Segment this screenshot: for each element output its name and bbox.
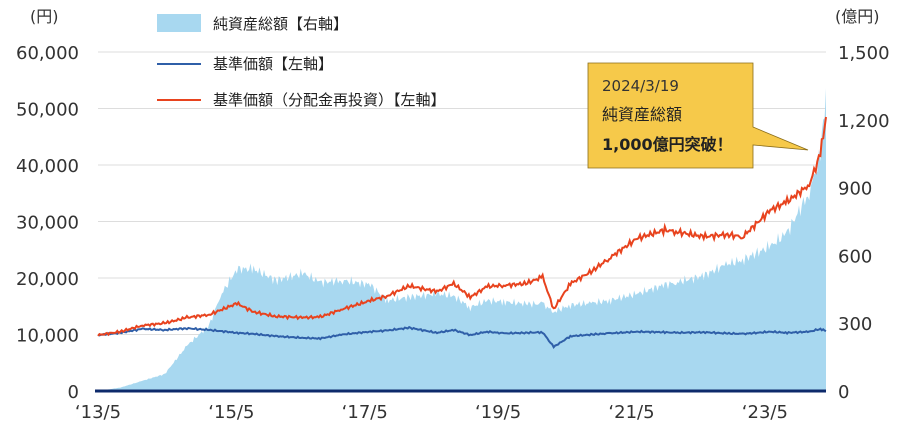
right-tick-label: 0 <box>838 382 849 403</box>
x-tick-label: ‘17/5 <box>342 402 388 423</box>
left-tick-label: 40,000 <box>16 156 79 177</box>
left-tick-label: 10,000 <box>16 326 79 347</box>
left-tick-label: 30,000 <box>16 213 79 234</box>
left-tick-label: 20,000 <box>16 269 79 290</box>
right-tick-label: 300 <box>838 314 872 335</box>
callout-line2: 1,000億円突破！ <box>602 135 733 154</box>
right-tick-label: 600 <box>838 246 872 267</box>
x-axis-ticks: ‘13/5 ‘15/5 ‘17/5 ‘19/5 ‘21/5 ‘23/5 <box>75 402 788 423</box>
reinvested-price-line <box>97 116 827 337</box>
callout: 2024/3/19 純資産総額 1,000億円突破！ <box>587 62 809 169</box>
legend-reinvest-label: 基準価額（分配金再投資）【左軸】 <box>213 91 446 109</box>
callout-line1: 純資産総額 <box>602 105 682 124</box>
right-axis-unit: (億円) <box>835 7 880 26</box>
legend-area-swatch <box>157 14 201 32</box>
callout-bubble <box>587 62 809 169</box>
legend-area-label: 純資産総額【右軸】 <box>213 15 348 33</box>
left-axis-ticks: 0 10,000 20,000 30,000 40,000 50,000 60,000 <box>16 43 79 403</box>
right-tick-label: 900 <box>838 179 872 200</box>
legend-base-label: 基準価額【左軸】 <box>213 55 333 73</box>
x-tick-label: ‘19/5 <box>475 402 521 423</box>
right-tick-label: 1,200 <box>838 111 890 132</box>
callout-date: 2024/3/19 <box>602 77 679 95</box>
left-tick-label: 60,000 <box>16 43 79 64</box>
x-tick-label: ‘13/5 <box>75 402 121 423</box>
left-tick-label: 0 <box>68 382 79 403</box>
right-axis-ticks: 0 300 600 900 1,200 1,500 <box>838 43 890 403</box>
right-tick-label: 1,500 <box>838 43 890 64</box>
base-price-line <box>97 325 827 349</box>
x-tick-label: ‘23/5 <box>742 402 788 423</box>
x-tick-label: ‘15/5 <box>208 402 254 423</box>
legend: 純資産総額【右軸】 基準価額【左軸】 基準価額（分配金再投資）【左軸】 <box>157 14 446 109</box>
left-tick-label: 50,000 <box>16 100 79 121</box>
left-axis-unit: (円) <box>30 7 59 26</box>
x-tick-label: ‘21/5 <box>608 402 654 423</box>
